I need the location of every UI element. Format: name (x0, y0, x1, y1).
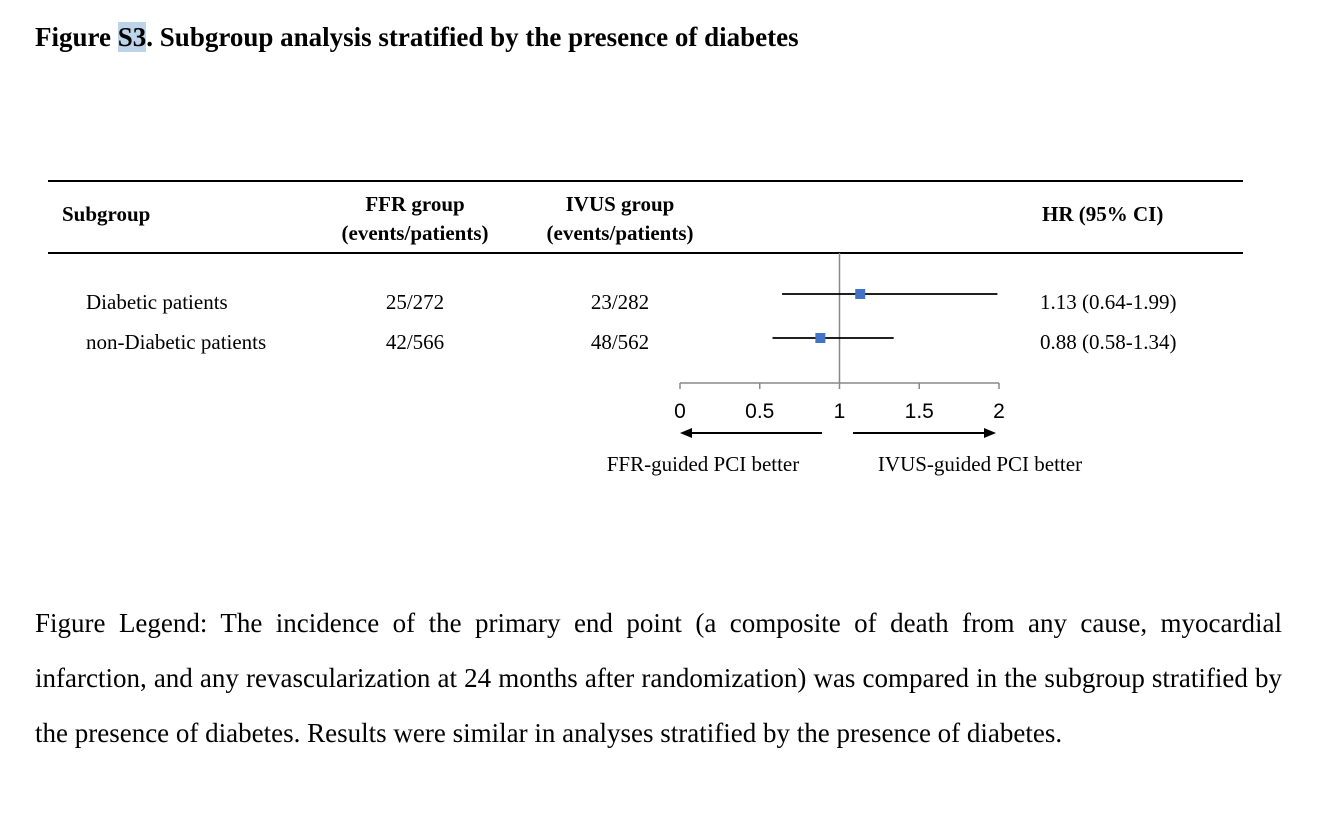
header-hr: HR (95% CI) (1042, 202, 1164, 226)
right-annotation: IVUS-guided PCI better (878, 452, 1082, 476)
row-hr: 0.88 (0.58-1.34) (1040, 330, 1177, 354)
header-ivus-group: IVUS group (events/patients) (535, 190, 705, 248)
right-arrow-head (984, 428, 996, 438)
x-tick-label: 0.5 (745, 400, 774, 423)
header-subgroup: Subgroup (62, 202, 151, 226)
row-hr: 1.13 (0.64-1.99) (1040, 290, 1177, 314)
figure-title: Figure S3. Subgroup analysis stratified … (35, 22, 799, 53)
figure-title-suffix: . Subgroup analysis stratified by the pr… (146, 22, 799, 52)
row-ivus: 48/562 (590, 330, 650, 354)
table-top-rule (48, 180, 1243, 182)
hr-marker (815, 333, 826, 343)
header-ffr-line1: FFR group (365, 192, 465, 216)
header-ivus-line2: (events/patients) (546, 221, 694, 245)
row-subgroup: Diabetic patients (86, 290, 228, 314)
left-annotation: FFR-guided PCI better (607, 452, 800, 476)
header-ivus-line1: IVUS group (565, 192, 675, 216)
hr-marker (855, 289, 866, 299)
header-ffr-group: FFR group (events/patients) (330, 190, 500, 248)
figure-legend: Figure Legend: The incidence of the prim… (35, 608, 1282, 748)
x-tick-label: 0 (674, 400, 686, 423)
row-ffr: 25/272 (385, 290, 445, 314)
row-ivus: 23/282 (590, 290, 650, 314)
figure-title-prefix: Figure (35, 22, 118, 52)
x-tick-label: 1.5 (905, 400, 934, 423)
figure-title-highlight: S3 (117, 22, 147, 52)
header-ffr-line2: (events/patients) (341, 221, 489, 245)
table-header-rule (48, 252, 1243, 254)
x-tick-label: 2 (993, 400, 1005, 423)
row-ffr: 42/566 (385, 330, 445, 354)
row-subgroup: non-Diabetic patients (86, 330, 267, 354)
left-arrow-head (680, 428, 692, 438)
x-tick-label: 1 (834, 400, 846, 423)
